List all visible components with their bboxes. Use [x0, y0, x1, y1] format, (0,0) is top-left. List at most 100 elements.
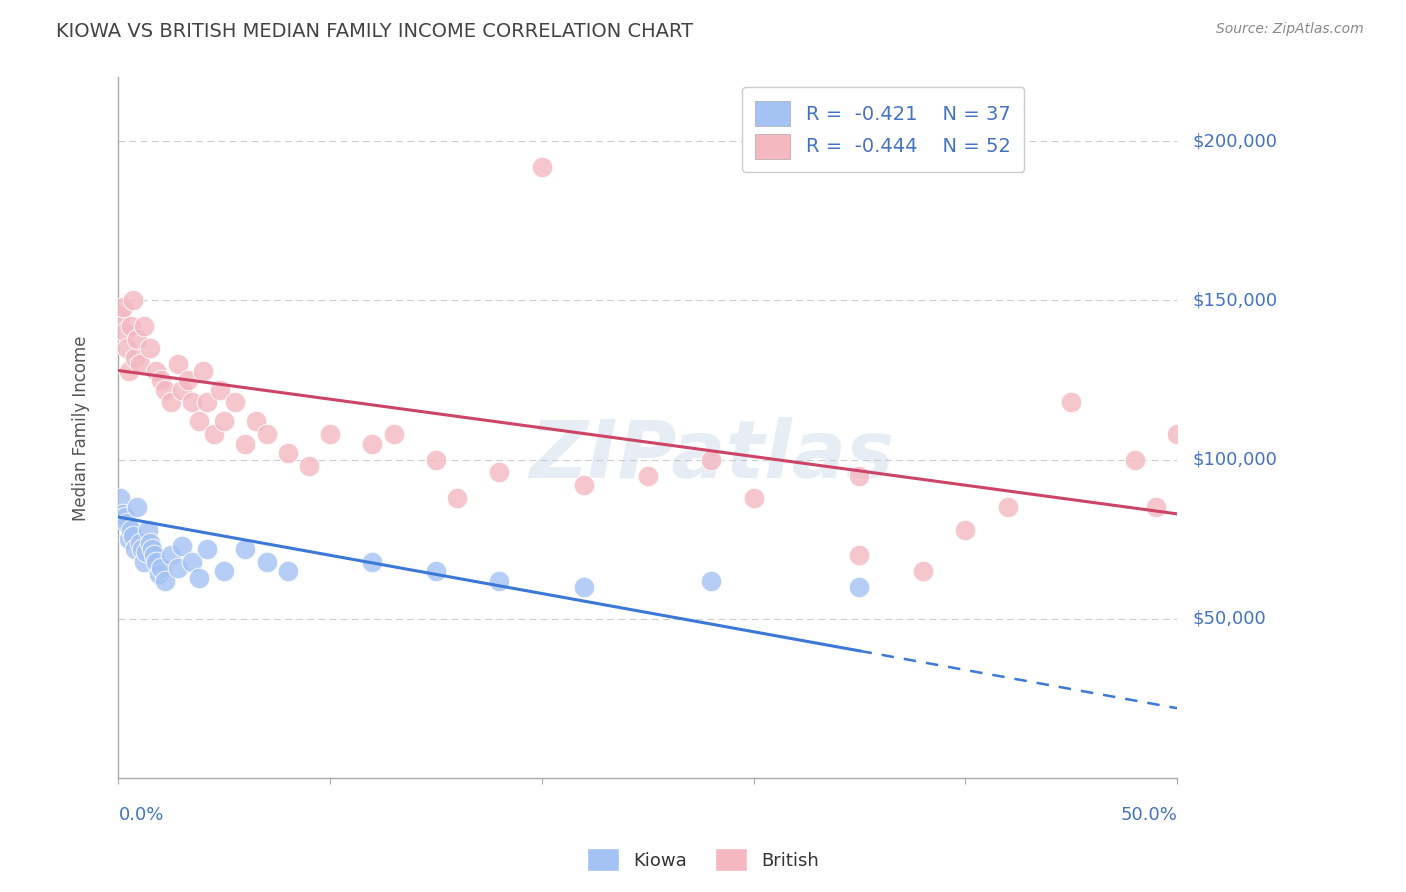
Point: [1144, 500, 1167, 515]
Point: [122, 293, 145, 308]
Point: [127, 500, 149, 515]
Point: [425, 564, 447, 578]
Point: [111, 507, 134, 521]
Point: [382, 427, 405, 442]
Point: [1123, 452, 1146, 467]
Point: [135, 545, 157, 559]
Point: [195, 395, 218, 409]
Point: [997, 500, 1019, 515]
Point: [143, 549, 166, 563]
Point: [637, 468, 659, 483]
Point: [115, 341, 138, 355]
Point: [110, 310, 132, 324]
Point: [145, 363, 167, 377]
Point: [136, 523, 159, 537]
Point: [177, 373, 200, 387]
Point: [139, 535, 162, 549]
Point: [166, 357, 188, 371]
Point: [122, 529, 145, 543]
Point: [110, 491, 132, 505]
Point: [212, 415, 235, 429]
Point: [848, 549, 870, 563]
Text: Median Family Income: Median Family Income: [72, 335, 90, 521]
Legend: Kiowa, British: Kiowa, British: [579, 841, 827, 879]
Point: [128, 535, 150, 549]
Point: [446, 491, 468, 505]
Point: [911, 564, 934, 578]
Point: [145, 555, 167, 569]
Point: [114, 326, 136, 340]
Point: [153, 574, 176, 588]
Point: [700, 452, 723, 467]
Point: [277, 564, 299, 578]
Point: [298, 459, 321, 474]
Point: [700, 574, 723, 588]
Legend: R =  -0.421    N = 37, R =  -0.444    N = 52: R = -0.421 N = 37, R = -0.444 N = 52: [742, 87, 1025, 172]
Point: [111, 300, 134, 314]
Text: $200,000: $200,000: [1192, 132, 1278, 150]
Text: $50,000: $50,000: [1192, 610, 1267, 628]
Point: [120, 523, 142, 537]
Text: $150,000: $150,000: [1192, 292, 1278, 310]
Point: [132, 318, 155, 333]
Point: [127, 332, 149, 346]
Point: [256, 427, 278, 442]
Point: [181, 395, 204, 409]
Point: [118, 533, 141, 547]
Text: 50.0%: 50.0%: [1121, 806, 1177, 824]
Point: [848, 468, 870, 483]
Point: [955, 523, 977, 537]
Point: [195, 541, 218, 556]
Point: [160, 549, 183, 563]
Point: [115, 516, 138, 531]
Point: [361, 437, 384, 451]
Point: [114, 510, 136, 524]
Point: [181, 555, 204, 569]
Point: [149, 561, 172, 575]
Point: [131, 541, 153, 556]
Point: [170, 383, 193, 397]
Point: [848, 580, 870, 594]
Point: [139, 341, 162, 355]
Point: [132, 555, 155, 569]
Point: [166, 561, 188, 575]
Point: [530, 160, 553, 174]
Point: [212, 564, 235, 578]
Point: [742, 491, 765, 505]
Point: [153, 383, 176, 397]
Point: [319, 427, 342, 442]
Point: [148, 567, 170, 582]
Point: [149, 373, 172, 387]
Point: [187, 415, 209, 429]
Point: [574, 580, 596, 594]
Point: [141, 541, 163, 556]
Point: [574, 478, 596, 492]
Point: [160, 395, 183, 409]
Point: [128, 357, 150, 371]
Point: [1060, 395, 1083, 409]
Point: [120, 318, 142, 333]
Point: [1166, 427, 1188, 442]
Point: [208, 383, 231, 397]
Point: [191, 363, 214, 377]
Point: [425, 452, 447, 467]
Point: [361, 555, 384, 569]
Point: [170, 539, 193, 553]
Point: [224, 395, 246, 409]
Point: [235, 541, 257, 556]
Point: [124, 541, 146, 556]
Text: $100,000: $100,000: [1192, 450, 1278, 468]
Point: [124, 351, 146, 365]
Text: Source: ZipAtlas.com: Source: ZipAtlas.com: [1216, 22, 1364, 37]
Point: [277, 446, 299, 460]
Point: [202, 427, 225, 442]
Text: ZIPatlas: ZIPatlas: [529, 417, 894, 495]
Text: KIOWA VS BRITISH MEDIAN FAMILY INCOME CORRELATION CHART: KIOWA VS BRITISH MEDIAN FAMILY INCOME CO…: [56, 22, 693, 41]
Point: [488, 466, 510, 480]
Point: [256, 555, 278, 569]
Point: [488, 574, 510, 588]
Point: [235, 437, 257, 451]
Point: [245, 415, 267, 429]
Text: 0.0%: 0.0%: [118, 806, 163, 824]
Point: [187, 571, 209, 585]
